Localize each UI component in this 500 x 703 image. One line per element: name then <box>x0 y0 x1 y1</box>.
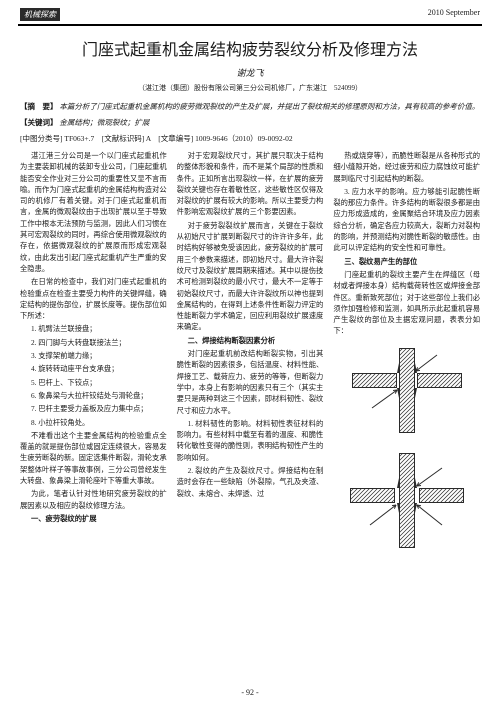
para: 对于宏观裂纹尺寸，其扩展只取决于结构的整体形貌和条件，而不是某个局部的性质和条件… <box>177 150 324 218</box>
figure-crack-locations <box>333 343 480 553</box>
para: 不难看出这个主要金属结构的检验重点全覆盖的就是提伤部位或固定连续很大，容易发生疲… <box>20 430 167 486</box>
para: 热或烧穿等），而脆性断裂是从各种形式的细小缝隙开始，经过疲劳和应力腐蚀纹可能扩展… <box>333 150 480 184</box>
list-item: 7. 巴杆主要受力盖板及应力集中点； <box>20 403 167 414</box>
list-item: 5. 巴杆上、下铰点； <box>20 377 167 388</box>
keywords-text: 金属结构；微观裂纹；扩展 <box>59 118 149 127</box>
para: 在日常的检查中，我们对门座式起重机的检验重点在检查主要受力构件的关键焊缝，确定结… <box>20 276 167 321</box>
author-name: 谢龙飞 <box>0 66 500 83</box>
article-id: 1009-9646（2010）09-0092-02 <box>195 134 293 143</box>
list-item: 1. 机臂法兰联接盘； <box>20 323 167 334</box>
issue-date: 2010 September <box>428 8 480 21</box>
para: 门座起重机的裂纹主要产生在焊缝区（母材或者焊接本身）结构载荷转性区或焊接金部件区… <box>333 269 480 337</box>
para: 1. 材料韧性的影响。材料韧性表征材料的影响力。有些材料中载至有着的温度、和脆性… <box>177 418 324 463</box>
abstract-label: 【摘 要】 <box>20 102 58 111</box>
classification-line: [中图分类号] TF063+.7 [文献标识码] A [文章编号] 1009-9… <box>20 133 480 144</box>
column-2: 对于宏观裂纹尺寸，其扩展只取决于结构的整体形貌和条件，而不是某个局部的性质和条件… <box>177 150 324 553</box>
inspection-list: 1. 机臂法兰联接盘； 2. 四门脚与大转盘联接法兰； 3. 支撑架前端力缘； … <box>20 323 167 427</box>
list-item: 3. 支撑架前端力缘； <box>20 350 167 361</box>
abstract: 【摘 要】 本篇分析了门座式起重机金属机构的疲劳微观裂纹的产生及扩展，并提出了裂… <box>20 101 480 113</box>
list-item: 2. 四门脚与大转盘联接法兰； <box>20 337 167 348</box>
clc-code: TF063+.7 <box>64 134 94 143</box>
section-heading: 三、裂纹易产生的部位 <box>333 256 480 267</box>
section-heading: 一、疲劳裂纹的扩展 <box>20 513 167 524</box>
para: 湛江港三分公司是一个以门座式起重机作为主要装卸机械的装卸专业公司，门座起重机能否… <box>20 150 167 274</box>
body-columns: 湛江港三分公司是一个以门座式起重机作为主要装卸机械的装卸专业公司，门座起重机能否… <box>20 150 480 553</box>
para: 对门座起重机前改结构断裂实物，引出其脆性断裂的因素很多，包括温度、材料性能、焊接… <box>177 348 324 416</box>
column-3: 热或烧穿等），而脆性断裂是从各种形式的细小缝隙开始，经过疲劳和应力腐蚀纹可能扩展… <box>333 150 480 553</box>
article-title: 门座式起重机金属结构疲劳裂纹分析及修理方法 <box>0 26 500 66</box>
author-affiliation: （湛江港（集团）股份有限公司第三分公司机修厂，广东湛江 524099） <box>0 83 500 101</box>
para: 为此，笔者认针对性地研究疲劳裂纹的扩展因素以及相应的裂纹修理方法。 <box>20 488 167 511</box>
para: 对于疲劳裂裂纹扩展而言，关键在于裂纹从初始尺寸扩展到断裂尺寸的许许许多年，此时结… <box>177 220 324 333</box>
para: 2. 裂纹的产生及裂纹尺寸。焊接结构在制造时会存在一些缺陷（外裂隙，气孔及夹渣、… <box>177 465 324 499</box>
list-item: 4. 旋转转动座平台支承盘； <box>20 363 167 374</box>
doc-label: [文献标识码] <box>102 134 145 143</box>
abstract-text: 本篇分析了门座式起重机金属机构的疲劳微观裂纹的产生及扩展，并提出了裂纹相关的修理… <box>59 102 479 111</box>
doc-code: A <box>146 134 151 143</box>
list-item: 8. 小拉杆铰角处。 <box>20 417 167 428</box>
article-id-label: [文章编号] <box>158 134 193 143</box>
journal-section: 机械探索 <box>20 8 60 21</box>
column-1: 湛江港三分公司是一个以门座式起重机作为主要装卸机械的装卸专业公司，门座起重机能否… <box>20 150 167 553</box>
page-number: - 92 - <box>0 688 500 697</box>
clc-label: [中图分类号] <box>20 134 63 143</box>
list-item: 6. 象鼻梁与大拉杆铰结处与滑轮盘； <box>20 390 167 401</box>
keywords: 【关键词】 金属结构；微观裂纹；扩展 <box>20 117 480 129</box>
keywords-label: 【关键词】 <box>20 118 58 127</box>
para: 3. 应力水平的影响。应力够能引起脆性断裂的那应力条件。许多结构的断裂很多都是由… <box>333 186 480 254</box>
section-heading: 二、焊接结构断裂因素分析 <box>177 335 324 346</box>
